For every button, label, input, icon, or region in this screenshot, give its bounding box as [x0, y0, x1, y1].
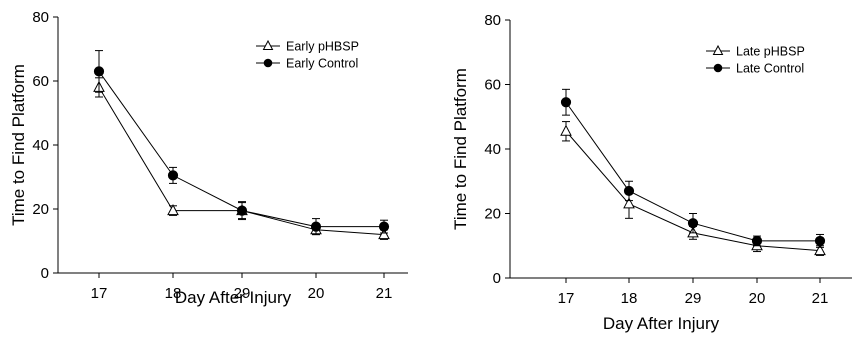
data-point	[814, 244, 826, 256]
legend-marker	[713, 63, 723, 73]
legend-label: Late pHBSP	[736, 45, 805, 59]
x-tick-label: 29	[685, 290, 702, 307]
x-axis-title: Day After Injury	[175, 288, 292, 307]
y-tick-label: 40	[484, 141, 501, 158]
legend: Late pHBSP Late Control	[706, 45, 805, 76]
legend-marker	[712, 44, 724, 55]
data-point	[751, 235, 763, 247]
x-tick-label: 20	[308, 285, 325, 302]
legend-label: Early pHBSP	[286, 40, 359, 54]
data-point	[167, 204, 179, 216]
y-tick-label: 80	[484, 12, 501, 29]
y-tick-label: 20	[32, 201, 49, 218]
data-point	[167, 170, 179, 181]
y-tick-label: 60	[32, 73, 49, 90]
x-tick-label: 21	[812, 290, 829, 307]
series-2	[560, 88, 826, 248]
data-point	[560, 97, 572, 108]
legend-marker	[263, 58, 273, 68]
series-2	[93, 50, 390, 236]
legend: Early pHBSP Early Control	[256, 40, 359, 71]
y-tick-label: 0	[41, 265, 49, 282]
series-1	[560, 121, 826, 256]
data-point	[378, 221, 390, 232]
legend-label: Late Control	[736, 62, 804, 76]
x-tick-label: 18	[621, 290, 638, 307]
x-tick-label: 20	[749, 290, 766, 307]
x-axis-title: Day After Injury	[603, 314, 720, 333]
data-point	[687, 218, 699, 229]
x-tick-label: 17	[558, 290, 575, 307]
data-point	[93, 66, 105, 77]
data-point	[310, 221, 322, 232]
chart-panel-1: 0 20 40 60 80 17 18 29 20 21 Time to Find Platform…	[9, 9, 408, 307]
legend-label: Early Control	[286, 57, 358, 71]
data-point	[378, 228, 390, 240]
x-tick-label: 18	[165, 285, 182, 302]
y-axis-title: Time to Find Platform	[9, 64, 28, 226]
data-point	[814, 235, 826, 247]
data-point	[560, 124, 572, 136]
data-point	[623, 197, 635, 209]
y-tick-label: 0	[493, 270, 501, 287]
x-tick-label: 17	[91, 285, 108, 302]
chart-panel-2: 0 20 40 60 80 17 18 29 20 21 Time to Find Platform…	[451, 12, 852, 333]
data-point	[623, 185, 635, 197]
y-axis-title: Time to Find Platform	[451, 68, 470, 230]
legend-marker	[262, 39, 274, 50]
x-tick-label: 21	[376, 285, 393, 302]
data-point	[236, 205, 248, 216]
y-tick-label: 40	[32, 137, 49, 154]
x-tick-label: 29	[234, 285, 251, 302]
y-tick-label: 80	[32, 9, 49, 26]
y-tick-label: 20	[484, 206, 501, 223]
y-tick-label: 60	[484, 77, 501, 94]
